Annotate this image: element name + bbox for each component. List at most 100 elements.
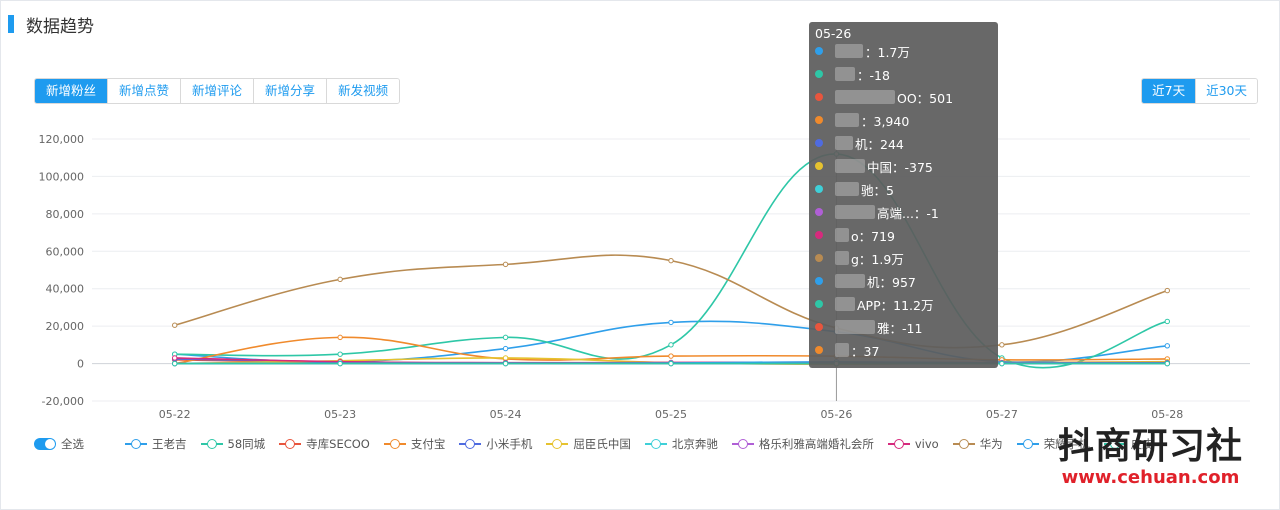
data-point (502, 334, 509, 341)
legend-label: 屈臣氏中国 (573, 437, 631, 451)
legend-label: 格乐利雅高端婚礼会所 (758, 437, 874, 451)
legend-item[interactable]: 北京奔驰 (644, 436, 718, 452)
blurred-series-name (835, 205, 875, 219)
series-color-dot (815, 254, 823, 262)
series-color-dot (815, 323, 823, 331)
chart-tooltip: 05-26 ：1.7万 ：-18 OO：501 ：3,940 机：244 中国：-375 驰… (809, 22, 998, 368)
data-point (172, 360, 178, 367)
tooltip-value: 中国：-375 (867, 159, 933, 175)
series-color-dot (815, 47, 823, 55)
legend-item[interactable]: 屈臣氏中国 (546, 436, 631, 452)
legend-marker-icon (546, 438, 569, 450)
tooltip-row: APP：11.2万 (815, 295, 933, 313)
tooltip-row: 雅：-11 (815, 318, 922, 336)
legend-item[interactable]: 华为 (952, 436, 1003, 452)
legend-marker-icon (125, 438, 147, 450)
legend-label: 北京奔驰 (671, 437, 718, 451)
legend-marker-icon (731, 438, 754, 450)
legend-label: 小米手机 (486, 437, 533, 451)
legend-item[interactable]: 58同城 (200, 436, 266, 452)
blurred-series-name (835, 343, 849, 357)
metric-tabs: 新增粉丝 新增点赞 新增评论 新增分享 新发视频 (34, 78, 401, 104)
tooltip-row: 驰：5 (815, 180, 894, 198)
title-accent-bar (8, 15, 14, 33)
tooltip-value: ：3,940 (861, 113, 910, 129)
data-point (999, 342, 1005, 348)
tooltip-row: ：-18 (815, 65, 890, 83)
tab-new-videos[interactable]: 新发视频 (327, 79, 400, 103)
series-color-dot (815, 208, 823, 216)
series-line (174, 336, 1168, 365)
watermark-url: www.cehuan.com (1061, 467, 1240, 488)
legend-item[interactable]: 寺库SECOO (279, 436, 370, 452)
tab-new-shares[interactable]: 新增分享 (254, 79, 328, 103)
tab-last-7-days[interactable]: 近7天 (1142, 79, 1197, 103)
tab-last-30-days[interactable]: 近30天 (1196, 79, 1257, 103)
tooltip-row: o：719 (815, 226, 895, 244)
blurred-series-name (835, 44, 863, 58)
legend-marker-icon (459, 438, 482, 450)
series-color-dot (815, 300, 823, 308)
blurred-series-name (835, 251, 849, 265)
legend-item[interactable]: 荣耀手机 (1016, 436, 1090, 452)
legend-item[interactable]: 王老吉 (125, 436, 187, 452)
data-point (337, 334, 343, 341)
data-point (668, 353, 674, 359)
legend-label: 皮皮 (1130, 437, 1154, 451)
data-point (999, 360, 1005, 367)
legend-marker-icon (887, 438, 910, 450)
legend-marker-icon (644, 438, 667, 450)
y-tick-label: 20,000 (46, 320, 85, 333)
legend-item[interactable]: 小米手机 (459, 436, 532, 452)
toggle-knob (45, 439, 55, 449)
tooltip-row: 机：244 (815, 134, 904, 152)
tooltip-row: OO：501 (815, 88, 953, 106)
range-tabs: 近7天 近30天 (1141, 78, 1258, 104)
legend-item[interactable]: 格乐利雅高端婚礼会所 (731, 436, 874, 452)
x-tick-label: 05-22 (159, 408, 191, 421)
x-tick-label: 05-25 (655, 408, 687, 421)
data-point (668, 342, 674, 348)
data-point (668, 257, 674, 264)
tab-new-comments[interactable]: 新增评论 (181, 79, 255, 103)
tooltip-row: ：37 (815, 341, 879, 359)
blurred-series-name (835, 320, 875, 334)
data-point (668, 319, 674, 326)
legend-label: 华为 (979, 437, 1003, 451)
legend-item[interactable]: 支付宝 (383, 436, 445, 452)
data-point (337, 351, 343, 357)
blurred-series-name (835, 228, 849, 242)
legend-marker-icon (952, 438, 975, 450)
legend-item[interactable]: vivo (887, 437, 939, 451)
tooltip-title: 05-26 (815, 26, 852, 41)
series-color-dot (815, 116, 823, 124)
y-tick-label: 120,000 (39, 133, 85, 146)
series-color-dot (815, 70, 823, 78)
select-all-toggle[interactable] (34, 438, 56, 450)
y-tick-label: 0 (77, 358, 84, 371)
tab-new-likes[interactable]: 新增点赞 (108, 79, 182, 103)
blurred-series-name (835, 67, 855, 81)
series-color-dot (815, 346, 823, 354)
legend-item[interactable]: 皮皮 (1103, 436, 1154, 452)
x-tick-label: 05-27 (986, 408, 1018, 421)
select-all-label: 全选 (61, 437, 84, 451)
tooltip-value: ：37 (851, 343, 880, 359)
tooltip-value: g：1.9万 (851, 251, 904, 267)
chart-legend: 全选 王老吉 58同城 寺库SECOO 支付宝 小米手机 屈臣氏中国 北京奔驰 格乐利雅高端婚… (34, 436, 1168, 452)
x-tick-label: 05-23 (324, 408, 356, 421)
legend-marker-icon (279, 438, 302, 450)
blurred-series-name (835, 136, 853, 150)
data-point (502, 345, 509, 352)
tooltip-value: 高端...：-1 (877, 205, 939, 221)
x-tick-label: 05-26 (820, 408, 852, 421)
blurred-series-name (835, 182, 859, 196)
data-point (337, 276, 343, 283)
legend-label: 58同城 (227, 437, 266, 451)
legend-label: 王老吉 (152, 437, 187, 451)
tab-new-fans[interactable]: 新增粉丝 (35, 79, 109, 103)
y-tick-label: -20,000 (42, 395, 84, 408)
data-point (172, 355, 178, 361)
tooltip-value: OO：501 (897, 90, 954, 106)
